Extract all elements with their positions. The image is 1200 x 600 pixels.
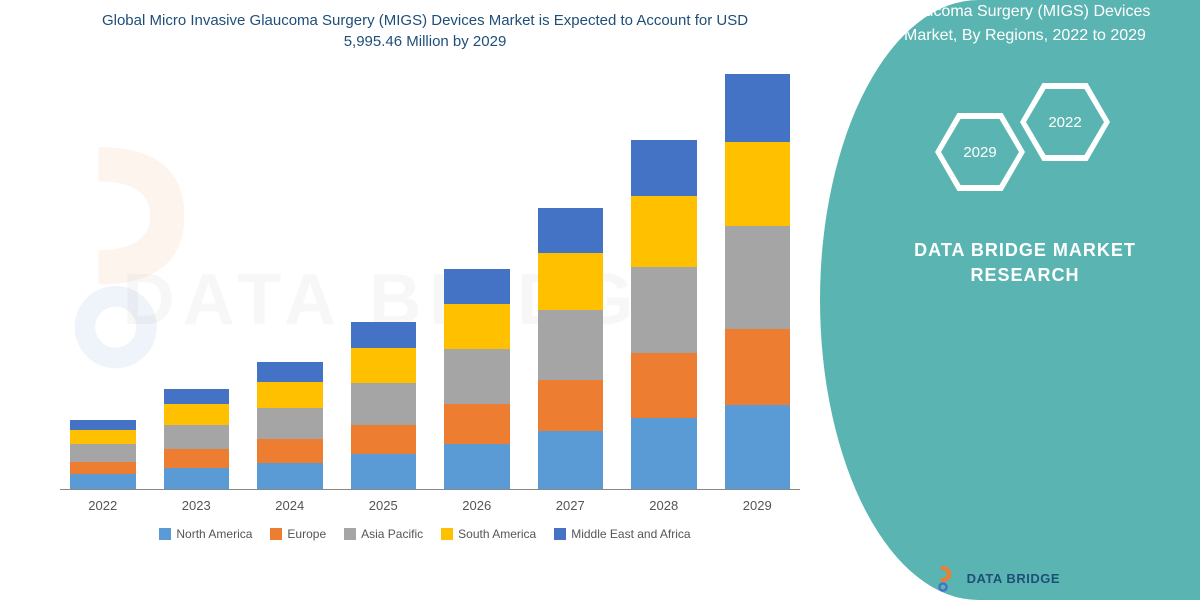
bar-group	[351, 60, 417, 489]
bar-segment	[257, 439, 323, 462]
legend-label: South America	[458, 527, 536, 541]
right-panel-title: Glaucoma Surgery (MIGS) Devices Market, …	[880, 0, 1170, 48]
bar-segment	[257, 463, 323, 489]
bar-segment	[725, 405, 791, 489]
bar-segment	[351, 322, 417, 348]
legend-item: Middle East and Africa	[554, 527, 690, 541]
bar-segment	[257, 362, 323, 382]
x-axis-label: 2027	[538, 498, 604, 513]
bar-segment	[631, 196, 697, 267]
bar-group	[444, 60, 510, 489]
legend-swatch	[344, 528, 356, 540]
x-axis-label: 2024	[257, 498, 323, 513]
bar-segment	[70, 474, 136, 489]
bar-segment	[538, 380, 604, 431]
right-panel: Glaucoma Surgery (MIGS) Devices Market, …	[820, 0, 1200, 600]
bottom-logo: DATA BRIDGE	[933, 564, 1060, 592]
bar-segment	[444, 304, 510, 349]
legend-label: Europe	[287, 527, 326, 541]
bar-stack	[631, 140, 697, 489]
bar-segment	[538, 431, 604, 489]
chart-title: Global Micro Invasive Glaucoma Surgery (…	[50, 10, 800, 52]
bar-group	[257, 60, 323, 489]
legend-item: Asia Pacific	[344, 527, 423, 541]
bar-segment	[351, 383, 417, 424]
legend-label: Asia Pacific	[361, 527, 423, 541]
bar-segment	[444, 269, 510, 304]
bar-segment	[164, 425, 230, 450]
bottom-logo-text: DATA BRIDGE	[967, 571, 1060, 586]
hexagon-2022-label: 2022	[1026, 89, 1104, 155]
bar-segment	[538, 208, 604, 253]
brand-text: DATA BRIDGE MARKET RESEARCH	[914, 238, 1136, 288]
bar-segment	[538, 253, 604, 311]
legend-label: Middle East and Africa	[571, 527, 690, 541]
hexagon-2029: 2029	[935, 113, 1025, 191]
legend-item: South America	[441, 527, 536, 541]
chart-area: Global Micro Invasive Glaucoma Surgery (…	[0, 0, 820, 600]
bar-stack	[725, 74, 791, 489]
bar-segment	[351, 454, 417, 489]
bar-group	[631, 60, 697, 489]
brand-line2: RESEARCH	[970, 265, 1079, 285]
bar-segment	[725, 329, 791, 405]
bar-segment	[725, 142, 791, 226]
x-axis-label: 2028	[631, 498, 697, 513]
legend-label: North America	[176, 527, 252, 541]
bar-segment	[164, 449, 230, 467]
legend-swatch	[270, 528, 282, 540]
bar-stack	[164, 389, 230, 489]
bar-segment	[631, 267, 697, 353]
bar-stack	[257, 362, 323, 489]
legend-item: North America	[159, 527, 252, 541]
bar-segment	[631, 140, 697, 196]
x-axis-label: 2022	[70, 498, 136, 513]
hexagon-2029-label: 2029	[941, 119, 1019, 185]
bar-segment	[70, 462, 136, 474]
bar-group	[164, 60, 230, 489]
hexagon-group: 2029 2022	[925, 78, 1125, 198]
bar-stack	[351, 322, 417, 489]
bottom-logo-icon	[933, 564, 961, 592]
bar-segment	[631, 353, 697, 418]
x-axis-label: 2026	[444, 498, 510, 513]
legend-swatch	[159, 528, 171, 540]
bar-segment	[351, 425, 417, 455]
bars-container	[60, 60, 800, 490]
bar-segment	[70, 420, 136, 430]
legend-swatch	[554, 528, 566, 540]
x-axis-label: 2023	[164, 498, 230, 513]
bar-stack	[70, 420, 136, 489]
legend-item: Europe	[270, 527, 326, 541]
bar-segment	[725, 74, 791, 142]
bar-group	[538, 60, 604, 489]
bar-segment	[444, 404, 510, 444]
chart-plot	[60, 60, 800, 490]
legend-swatch	[441, 528, 453, 540]
bar-stack	[444, 269, 510, 489]
bar-segment	[70, 430, 136, 445]
bar-segment	[257, 408, 323, 439]
bar-group	[725, 60, 791, 489]
bar-segment	[164, 404, 230, 425]
bar-segment	[351, 348, 417, 383]
bar-segment	[538, 310, 604, 379]
bar-segment	[164, 389, 230, 404]
x-axis-label: 2025	[351, 498, 417, 513]
brand-line1: DATA BRIDGE MARKET	[914, 240, 1136, 260]
bar-segment	[725, 226, 791, 329]
chart-legend: North America Europe Asia Pacific South Ame…	[50, 527, 800, 541]
bar-segment	[257, 382, 323, 408]
bar-segment	[164, 468, 230, 490]
bar-segment	[444, 349, 510, 404]
x-axis-label: 2029	[725, 498, 791, 513]
bar-stack	[538, 208, 604, 489]
main-container: Global Micro Invasive Glaucoma Surgery (…	[0, 0, 1200, 600]
bar-segment	[444, 444, 510, 489]
hexagon-2022: 2022	[1020, 83, 1110, 161]
bar-segment	[70, 444, 136, 461]
bar-group	[70, 60, 136, 489]
x-axis-labels: 2022 2023 2024 2025 2026 2027 2028 2029	[60, 498, 800, 513]
bar-segment	[631, 418, 697, 489]
